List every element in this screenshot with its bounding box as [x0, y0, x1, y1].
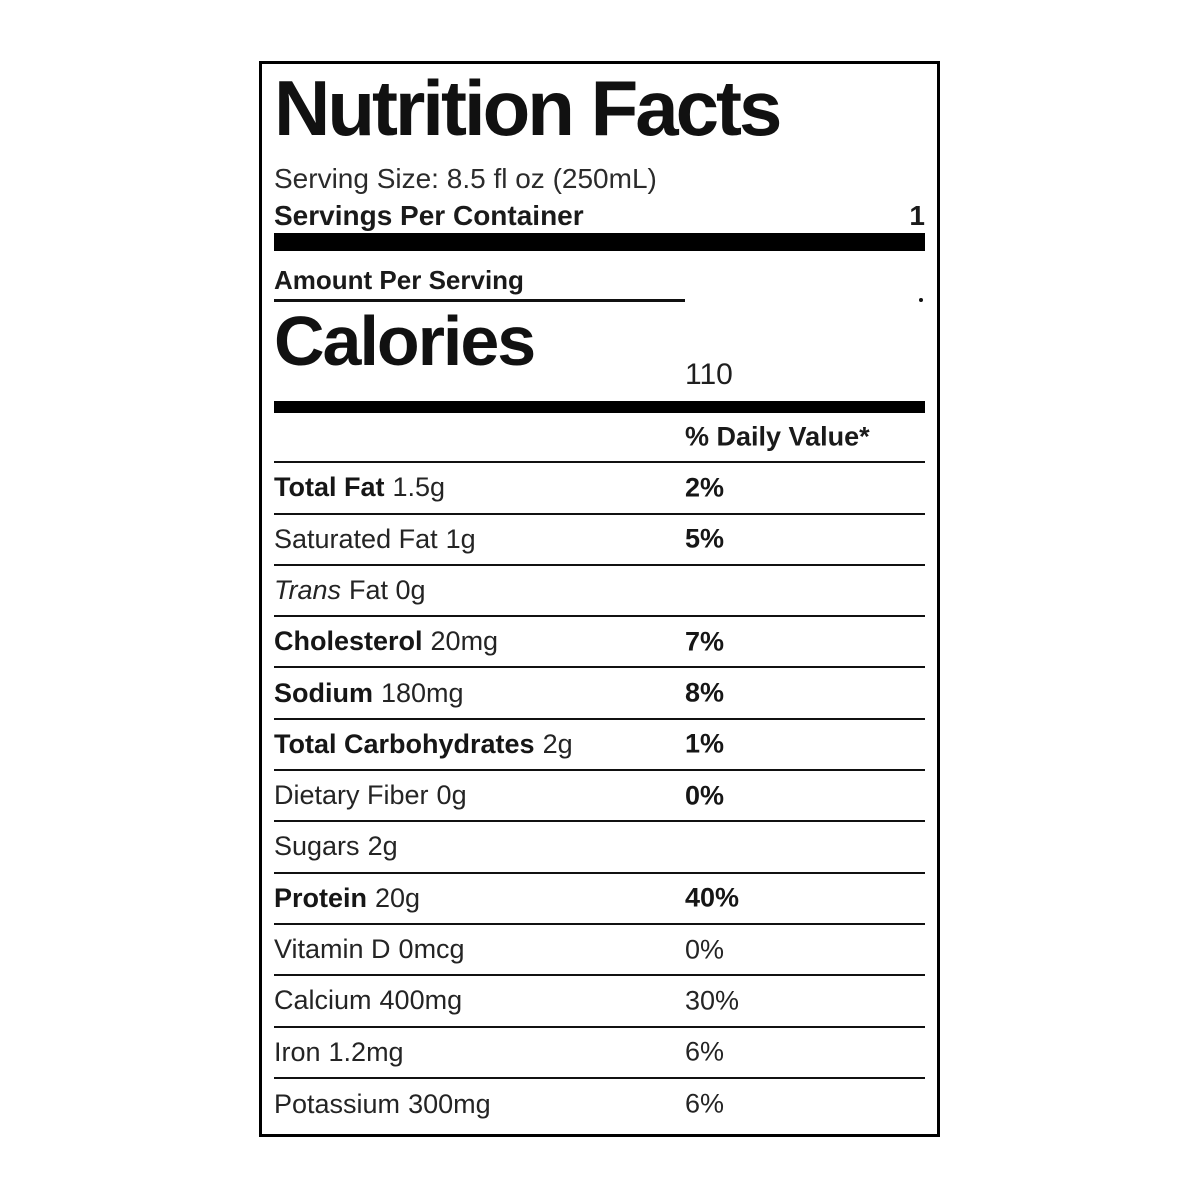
nutrition-facts-label: Nutrition Facts Serving Size: 8.5 fl oz …: [259, 61, 940, 1137]
nutrient-amount: 400mg: [379, 985, 463, 1016]
nutrient-percent: 0%: [685, 934, 725, 965]
label-content: Nutrition Facts Serving Size: 8.5 fl oz …: [262, 64, 937, 1138]
nutrient-name: Sugars: [274, 831, 360, 862]
nutrient-percent: 6%: [685, 1088, 725, 1119]
nutrient-percent: 2%: [685, 472, 725, 503]
nutrient-amount: Fat 0g: [349, 575, 426, 605]
row-vitamin-d: Vitamin D 0mcg 0%: [274, 925, 925, 977]
nutrient-amount: 20mg: [430, 626, 499, 657]
nutrient-amount: 1.2mg: [328, 1036, 404, 1067]
nutrient-name: Calcium: [274, 985, 372, 1016]
daily-value-header-row: % Daily Value*: [274, 413, 925, 464]
nutrient-name: Saturated Fat: [274, 523, 438, 554]
nutrient-name: Dietary Fiber: [274, 780, 429, 811]
amount-underline: [274, 299, 685, 303]
period-dot: [919, 298, 923, 303]
row-total-carbohydrates: Total Carbohydrates 2g 1%: [274, 720, 925, 772]
nutrient-amount: 300mg: [408, 1088, 491, 1119]
amount-underline-wrap: [274, 298, 925, 303]
nutrient-amount: 180mg: [381, 677, 464, 708]
nutrient-percent: 6%: [685, 1036, 725, 1067]
nutrient-percent: 7%: [685, 626, 725, 657]
nutrient-percent: 1%: [685, 728, 725, 759]
row-calcium: Calcium 400mg 30%: [274, 976, 925, 1028]
medium-separator-bar: [274, 401, 925, 414]
row-dietary-fiber: Dietary Fiber 0g 0%: [274, 771, 925, 823]
row-protein: Protein 20g 40%: [274, 874, 925, 925]
nutrient-amount: 20g: [375, 882, 421, 913]
amount-per-serving-label: Amount Per Serving: [274, 265, 524, 296]
calories-label: Calories: [274, 302, 536, 381]
nutrient-name: Protein: [274, 882, 368, 913]
nutrient-percent: 5%: [685, 523, 725, 554]
nutrient-amount: 2g: [542, 728, 573, 759]
row-total-fat: Total Fat 1.5g 2%: [274, 463, 925, 515]
daily-value-header: % Daily Value*: [685, 421, 870, 452]
nutrient-name: Total Carbohydrates: [274, 728, 535, 759]
servings-per-container-row: Servings Per Container 1: [274, 199, 925, 233]
servings-per-container-label: Servings Per Container: [274, 200, 584, 232]
row-sodium: Sodium 180mg 8%: [274, 668, 925, 720]
nutrient-percent: 30%: [685, 985, 740, 1016]
nutrient-amount: 1.5g: [392, 472, 446, 503]
nutrient-rows: Total Fat 1.5g 2% Saturated Fat 1g 5% Tr…: [274, 463, 925, 1130]
nutrient-name: Potassium: [274, 1088, 401, 1119]
nutrient-name: Trans: [274, 575, 342, 605]
nutrient-percent: 8%: [685, 677, 725, 708]
row-cholesterol: Cholesterol 20mg 7%: [274, 617, 925, 669]
calories-row: Calories 110: [274, 306, 925, 394]
nutrient-amount: 0mcg: [398, 934, 465, 965]
row-sugars: Sugars 2g: [274, 822, 925, 874]
nutrient-name: Total Fat: [274, 472, 385, 503]
nutrient-amount: 0g: [436, 780, 467, 811]
nutrient-name: Sodium: [274, 677, 373, 708]
row-trans-fat: Trans Fat 0g: [274, 566, 925, 618]
servings-per-container-value: 1: [909, 200, 925, 232]
row-saturated-fat: Saturated Fat 1g 5%: [274, 515, 925, 566]
nutrient-amount: 2g: [367, 831, 398, 862]
nutrient-name: Cholesterol: [274, 626, 423, 657]
nutrient-percent: 0%: [685, 780, 725, 811]
serving-size-text: Serving Size: 8.5 fl oz (250mL): [274, 162, 657, 194]
row-potassium: Potassium 300mg 6%: [274, 1079, 925, 1130]
calories-value: 110: [685, 358, 733, 392]
nutrient-percent: 40%: [685, 882, 740, 913]
nutrient-amount: 1g: [445, 523, 476, 554]
nutrient-name: Iron: [274, 1036, 321, 1067]
nutrient-name: Vitamin D: [274, 934, 391, 965]
row-iron: Iron 1.2mg 6%: [274, 1028, 925, 1079]
label-title: Nutrition Facts: [274, 64, 782, 152]
thick-separator-bar: [274, 233, 925, 252]
